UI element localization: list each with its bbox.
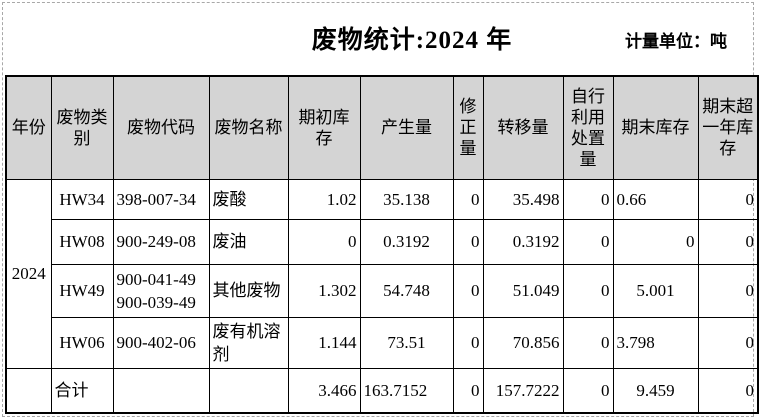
total-transferred-amount: 157.7222 — [482, 367, 564, 414]
cell-waste-name: 废油 — [208, 218, 289, 265]
total-closing-stock: 9.459 — [612, 367, 699, 414]
header-over-one-year-stock: 期末超 一年库 存 — [697, 75, 759, 180]
cell-opening-stock: 1.144 — [287, 316, 361, 369]
cell-closing-stock: 0 — [612, 218, 699, 265]
cell-over-one-year-stock: 0 — [697, 263, 759, 318]
total-over-one-year-stock: 0 — [697, 367, 759, 414]
header-self-disposal-amount: 自行 利用 处置 量 — [562, 75, 614, 180]
unit-label: 计量单位：吨 — [625, 32, 727, 51]
header-correction-amount: 修 正 量 — [452, 75, 484, 180]
cell-waste-code: 900-402-06 — [112, 316, 210, 369]
cell-waste-name: 废酸 — [208, 178, 289, 220]
cell-closing-stock: 0.66 — [612, 178, 699, 220]
cell-self-disposal-amount: 0 — [562, 316, 614, 369]
cell-opening-stock: 1.02 — [287, 178, 361, 220]
header-waste-code: 废物代码 — [112, 75, 210, 180]
doc-title: 废物统计:2024 年 — [311, 27, 513, 54]
cell-waste-code: 900-041-49 900-039-49 — [112, 263, 210, 318]
header-transferred-amount: 转移量 — [482, 75, 564, 180]
total-generated-amount: 163.7152 — [359, 367, 454, 414]
cell-waste-code: 900-249-08 — [112, 218, 210, 265]
cell-over-one-year-stock: 0 — [697, 178, 759, 220]
table-row: HW49 900-041-49 900-039-49 其他废物 1.302 54… — [6, 263, 759, 318]
cell-waste-category: HW34 — [50, 178, 114, 220]
table-row: 2024 HW34 398-007-34 废酸 1.02 35.138 0 35… — [5, 178, 759, 369]
cell-transferred-amount: 35.498 — [482, 178, 564, 220]
total-opening-stock: 3.466 — [287, 367, 361, 414]
cell-generated-amount: 0.3192 — [359, 218, 454, 265]
cell-generated-amount: 35.138 — [359, 178, 454, 220]
cell-waste-code: 398-007-34 — [112, 178, 210, 220]
year-cell: 2024 — [5, 178, 52, 369]
header-row: 年份 废物类 别 废物代码 废物名称 期初库 存 产生量 修 正 量 转移量 自… — [5, 75, 759, 180]
cell-transferred-amount: 0.3192 — [482, 218, 564, 265]
total-year-cell — [5, 367, 52, 414]
waste-statistics-table: 年份 废物类 别 废物代码 废物名称 期初库 存 产生量 修 正 量 转移量 自… — [5, 75, 759, 414]
cell-correction-amount: 0 — [452, 218, 484, 265]
cell-generated-amount: 73.51 — [359, 316, 454, 369]
total-row: 合计 3.466 163.7152 0 157.7222 0 9.459 0 — [5, 367, 759, 414]
table-row: HW08 900-249-08 废油 0 0.3192 0 0.3192 0 0… — [6, 218, 759, 265]
cell-self-disposal-amount: 0 — [562, 263, 614, 318]
cell-waste-name: 其他废物 — [208, 263, 289, 318]
cell-waste-name: 废有机溶 剂 — [208, 316, 289, 369]
total-label-cell: 合计 — [50, 367, 114, 414]
cell-over-one-year-stock: 0 — [697, 316, 759, 369]
total-self-disposal-amount: 0 — [562, 367, 614, 414]
header-opening-stock: 期初库 存 — [287, 75, 361, 180]
header-closing-stock: 期末库存 — [612, 75, 699, 180]
cell-waste-category: HW06 — [50, 316, 114, 369]
cell-opening-stock: 1.302 — [287, 263, 361, 318]
cell-over-one-year-stock: 0 — [697, 218, 759, 265]
cell-correction-amount: 0 — [452, 316, 484, 369]
header-year: 年份 — [5, 75, 52, 180]
cell-opening-stock: 0 — [287, 218, 361, 265]
header-waste-category: 废物类 别 — [50, 75, 114, 180]
cell-closing-stock: 3.798 — [612, 316, 699, 369]
total-correction-amount: 0 — [452, 367, 484, 414]
header-waste-name: 废物名称 — [208, 75, 289, 180]
cell-transferred-amount: 70.856 — [482, 316, 564, 369]
cell-waste-category: HW08 — [50, 218, 114, 265]
title-bar: 废物统计:2024 年 计量单位：吨 — [0, 0, 762, 75]
cell-generated-amount: 54.748 — [359, 263, 454, 318]
cell-transferred-amount: 51.049 — [482, 263, 564, 318]
cell-correction-amount: 0 — [452, 178, 484, 220]
cell-closing-stock: 5.001 — [612, 263, 699, 318]
table-row: HW06 900-402-06 废有机溶 剂 1.144 73.51 0 70.… — [6, 316, 759, 369]
cell-self-disposal-amount: 0 — [562, 218, 614, 265]
cell-waste-category: HW49 — [50, 263, 114, 318]
cell-correction-amount: 0 — [452, 263, 484, 318]
cell-self-disposal-amount: 0 — [562, 178, 614, 220]
total-name-cell — [208, 367, 289, 414]
total-code-cell — [112, 367, 210, 414]
header-generated-amount: 产生量 — [359, 75, 454, 180]
